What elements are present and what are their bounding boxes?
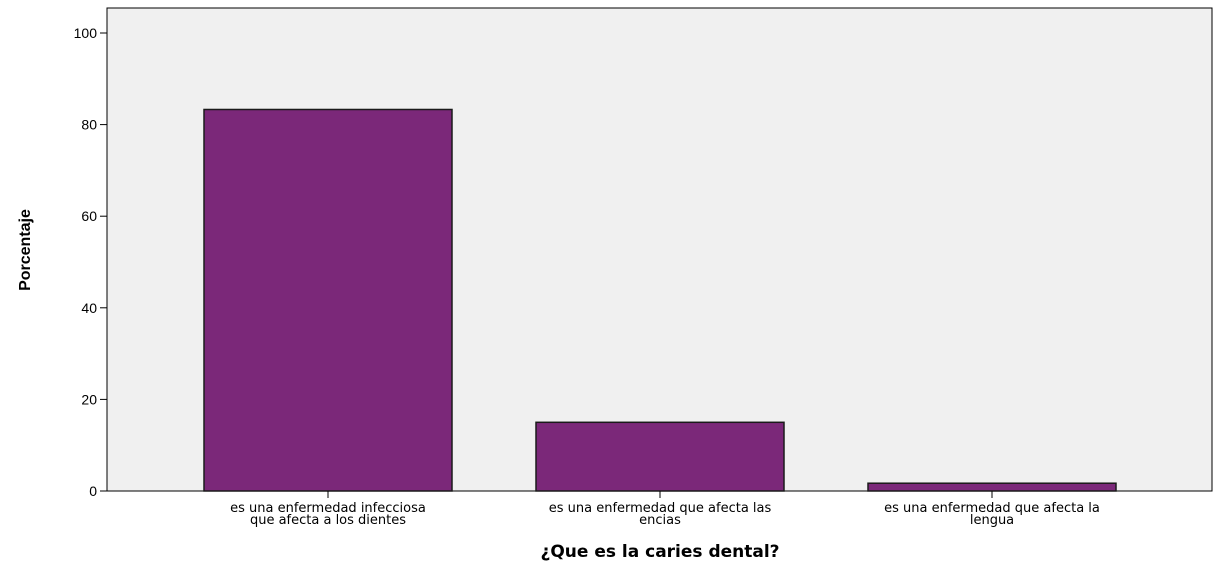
x-category-label: es una enfermedad que afecta las <box>549 501 772 516</box>
y-tick-label: 100 <box>74 25 98 41</box>
bars-group <box>203 108 1117 492</box>
x-category-label: es una enfermedad infecciosa <box>230 501 426 516</box>
y-tick-label: 40 <box>81 300 97 316</box>
x-category-label: lengua <box>970 513 1014 528</box>
y-tick-label: 20 <box>81 391 97 407</box>
y-tick-label: 60 <box>81 208 97 224</box>
y-axis: 0 20 40 60 80 100 <box>74 25 107 499</box>
y-axis-label: Porcentaje <box>17 209 34 291</box>
bar-2 <box>535 421 785 492</box>
x-category-label: que afecta a los dientes <box>250 513 406 528</box>
y-tick-label: 0 <box>89 483 97 499</box>
bar-1 <box>203 108 453 492</box>
x-category-label: es una enfermedad que afecta la <box>884 501 1100 516</box>
y-tick-label: 80 <box>81 117 97 133</box>
x-category-label: encias <box>639 513 681 528</box>
bar-3 <box>867 482 1117 492</box>
x-axis-label: ¿Que es la caries dental? <box>540 542 779 562</box>
